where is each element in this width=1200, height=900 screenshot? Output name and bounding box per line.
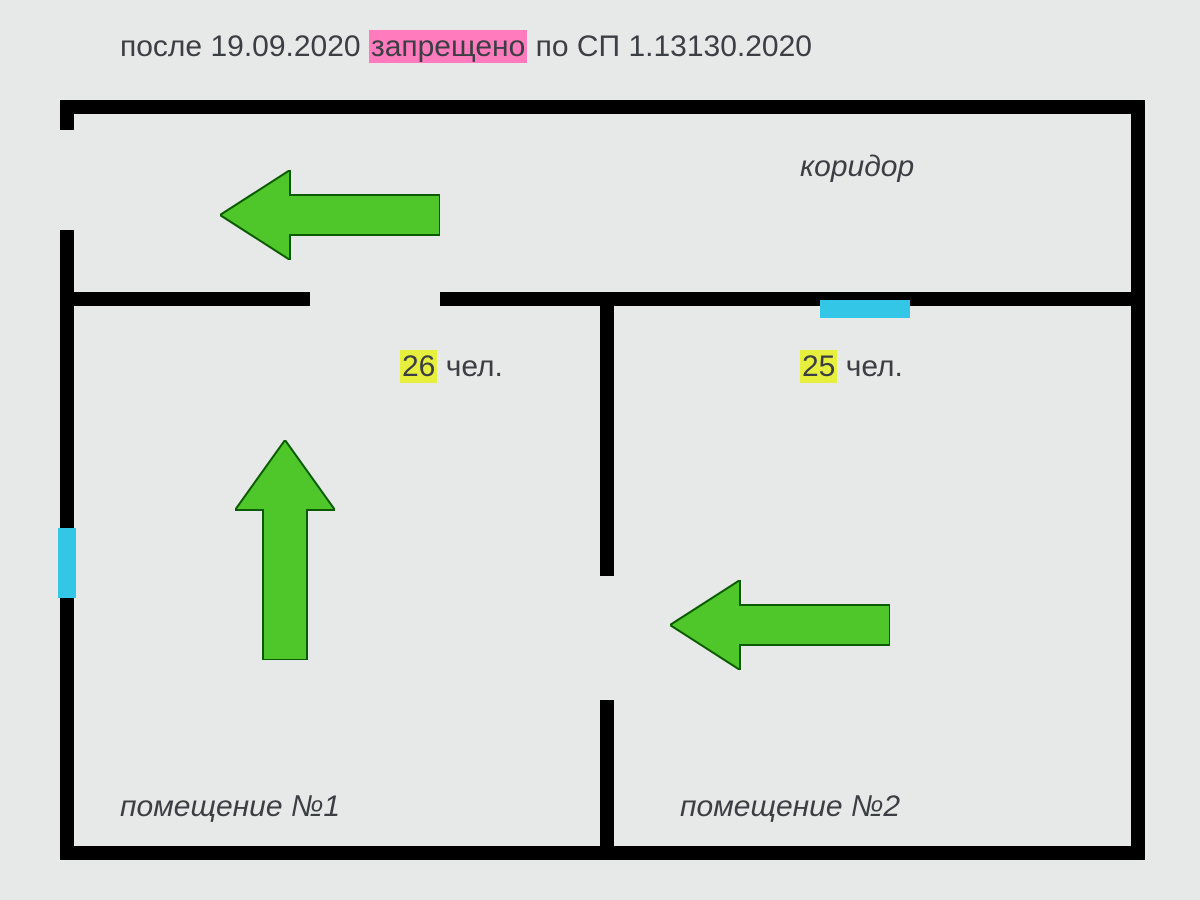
room1-arrow-icon xyxy=(235,440,335,660)
room2-count: 25 чел. xyxy=(800,350,903,384)
corridor-label: коридор xyxy=(800,150,914,184)
wall-rooms-divider-bottom xyxy=(600,700,614,860)
room1-count: 26 чел. xyxy=(400,350,503,384)
room2-count-unit: чел. xyxy=(837,350,903,383)
diagram-title: после 19.09.2020 запрещено по СП 1.13130… xyxy=(120,30,812,64)
wall-outer-top xyxy=(60,100,1145,114)
room2-count-number: 25 xyxy=(800,350,837,383)
wall-corridor-left xyxy=(60,292,310,306)
title-pre: после 19.09.2020 xyxy=(120,30,369,63)
wall-corridor-right-stub xyxy=(1131,284,1145,306)
window-room1-left xyxy=(58,528,76,598)
title-highlight: запрещено xyxy=(369,30,527,63)
floor-plan-diagram: после 19.09.2020 запрещено по СП 1.13130… xyxy=(0,0,1200,900)
corridor-arrow-icon xyxy=(220,170,440,260)
wall-outer-right xyxy=(1131,100,1145,860)
title-post: по СП 1.13130.2020 xyxy=(527,30,812,63)
room2-label: помещение №2 xyxy=(680,790,900,824)
room1-count-number: 26 xyxy=(400,350,437,383)
wall-rooms-divider-top xyxy=(600,306,614,576)
wall-outer-left-seg1 xyxy=(60,100,74,130)
room1-count-unit: чел. xyxy=(437,350,503,383)
wall-corridor-right xyxy=(440,292,1145,306)
window-room2-top xyxy=(820,300,910,318)
room1-label: помещение №1 xyxy=(120,790,340,824)
room2-arrow-icon xyxy=(670,580,890,670)
